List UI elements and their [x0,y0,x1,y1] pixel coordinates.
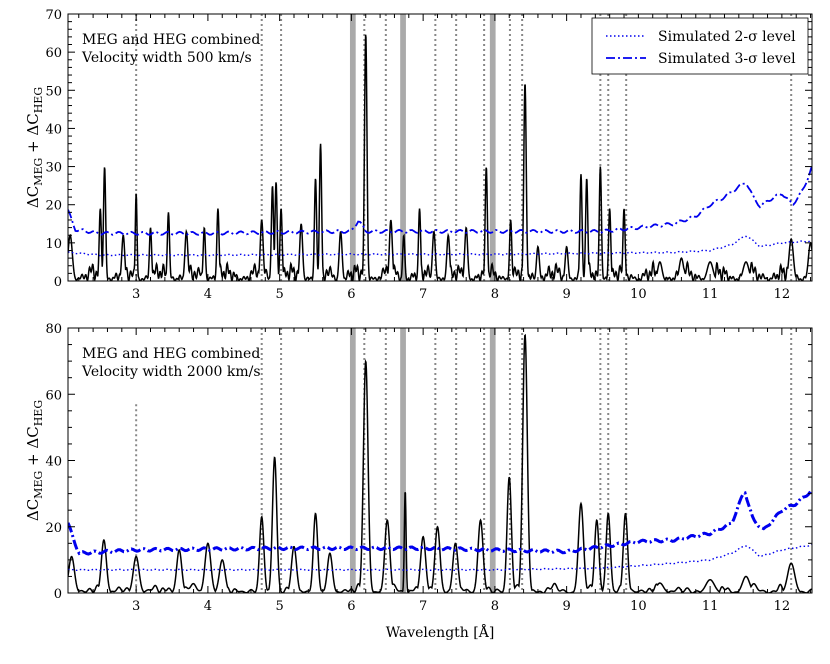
top-xtick-label: 7 [419,287,427,302]
panel-top: 3 4 5 6 7 8 9 10 11 12 0 10 20 30 40 50 60 70 MEG and HEG … [24,8,813,302]
bottom-ytick-label: 80 [45,322,62,337]
top-ytick-label: 70 [45,8,62,23]
top-sigma3-line [68,165,812,236]
bottom-annotation-line-0: MEG and HEG combined [82,346,260,362]
bottom-xtick-label: 9 [562,599,570,614]
top-xtick-label: 11 [702,287,719,302]
top-shaded-band-2 [489,14,496,281]
top-xtick-label: 5 [276,287,284,302]
legend-label-1: Simulated 3-σ level [658,51,796,67]
bottom-xtick-label: 11 [702,599,719,614]
bottom-annotation-line-1: Velocity width 2000 km/s [81,364,261,380]
bottom-xtick-label: 12 [774,599,791,614]
bottom-xtick-label: 8 [491,599,499,614]
y-label-plus: + ΔC [24,113,42,157]
y-label-delta: ΔC [24,186,42,208]
bottom-sigma3-line [68,488,812,556]
bottom-xtick-label: 7 [419,599,427,614]
y-label-sub-meg: MEG [32,471,45,499]
top-ytick-label: 10 [45,237,62,252]
top-shaded-band-1 [400,14,406,281]
bottom-xtick-label: 6 [347,599,355,614]
top-y-axis-label: ΔCMEG + ΔCHEG [24,87,45,208]
top-xtick-label: 10 [630,287,647,302]
top-xtick-label: 3 [132,287,140,302]
top-shaded-band-0 [349,14,356,281]
top-ytick-label: 0 [54,275,62,290]
y-label-sub-meg: MEG [32,158,45,186]
x-axis-label: Wavelength [Å] [386,623,495,641]
bottom-ytick-label: 20 [45,521,62,536]
legend: Simulated 2-σ level Simulated 3-σ level [591,17,809,75]
top-annotation-line-0: MEG and HEG combined [82,32,260,48]
bottom-xtick-label: 4 [204,599,212,614]
top-xtick-label: 4 [204,287,212,302]
bottom-y-axis-label: ΔCMEG + ΔCHEG [24,400,45,521]
bottom-shaded-band-0 [349,328,356,593]
bottom-shaded-band-1 [400,328,406,593]
y-label-sub-heg: HEG [32,87,45,113]
figure-labels: Wavelength [Å] [386,623,495,641]
top-ytick-label: 40 [45,122,62,137]
bottom-data-line [68,333,812,593]
top-xtick-label: 8 [491,287,499,302]
legend-label-0: Simulated 2-σ level [658,29,796,45]
top-ytick-label: 20 [45,199,62,214]
bottom-shaded-band-2 [489,328,496,593]
top-ytick-label: 50 [45,84,62,99]
y-label-sub-heg: HEG [32,400,45,426]
top-sigma2-line [68,235,812,257]
y-label-plus: + ΔC [24,426,42,470]
top-annotation-line-1: Velocity width 500 km/s [81,50,252,66]
top-xtick-label: 9 [562,287,570,302]
top-frame [67,13,813,282]
bottom-ytick-label: 0 [54,587,62,602]
top-xtick-label: 6 [347,287,355,302]
top-ytick-label: 60 [45,46,62,61]
top-xtick-label: 12 [774,287,791,302]
top-data-line [68,34,812,281]
bottom-xtick-label: 3 [132,599,140,614]
bottom-xtick-label: 5 [276,599,284,614]
panel-bottom: 3 4 5 6 7 8 9 10 11 12 0 20 40 60 80 MEG and HEG combin… [24,322,813,614]
y-label-delta: ΔC [24,499,42,521]
top-ytick-label: 30 [45,161,62,176]
bottom-xtick-label: 10 [630,599,647,614]
legend-frame [591,17,809,75]
bottom-ytick-label: 60 [45,388,62,403]
bottom-ytick-label: 40 [45,455,62,470]
